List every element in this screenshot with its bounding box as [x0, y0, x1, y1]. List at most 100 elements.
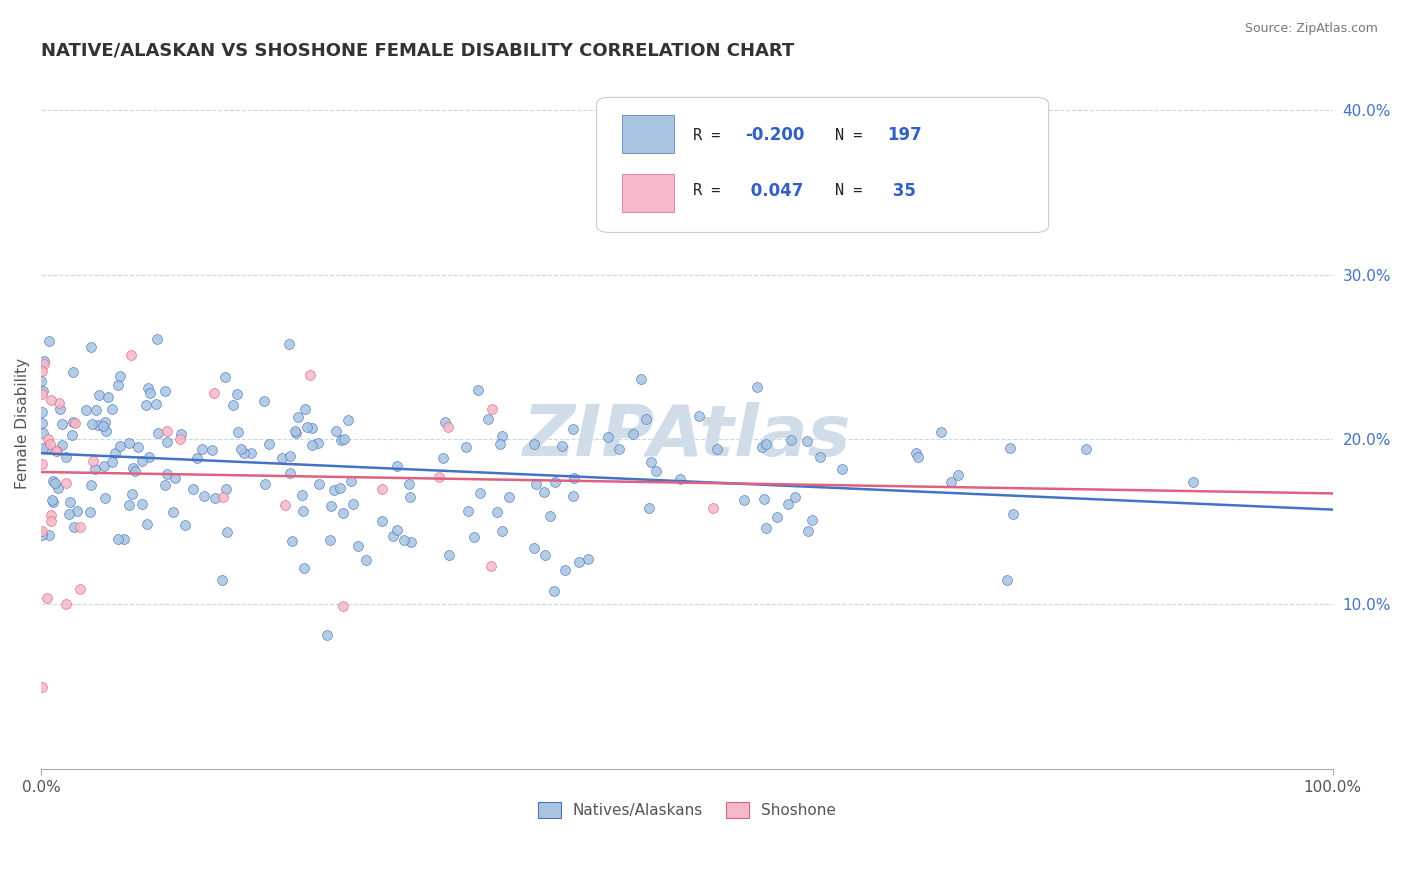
Point [69, 519, 91, 533]
Point [32, 441, 55, 455]
Point [104, 446, 127, 460]
Point [124, 464, 146, 478]
Point [51, 438, 73, 452]
Text: Source: ZipAtlas.com: Source: ZipAtlas.com [1244, 22, 1378, 36]
Point [58, 495, 80, 509]
Point [561, 422, 583, 436]
Point [278, 467, 301, 481]
Point [120, 347, 142, 361]
Point [225, 387, 247, 401]
Point [165, 470, 187, 484]
Point [181, 483, 204, 497]
Point [831, 461, 853, 475]
Point [32, 425, 55, 440]
Point [79, 505, 101, 519]
Point [32, 384, 55, 399]
Point [398, 476, 420, 491]
Text: R =: R = [693, 184, 730, 198]
Point [108, 368, 131, 383]
Point [800, 513, 823, 527]
Point [155, 384, 177, 398]
Point [598, 430, 620, 444]
Point [644, 464, 666, 478]
Point [217, 525, 239, 540]
FancyBboxPatch shape [623, 115, 673, 153]
Point [371, 482, 394, 496]
Point [929, 425, 952, 439]
Point [101, 455, 124, 469]
Point [39, 508, 62, 522]
Point [156, 424, 179, 438]
Point [30, 374, 52, 388]
Point [31, 405, 53, 419]
Point [333, 433, 356, 447]
Point [491, 428, 513, 442]
Point [543, 584, 565, 599]
Point [232, 446, 254, 460]
Point [138, 450, 160, 465]
Point [135, 398, 157, 412]
Point [550, 438, 572, 452]
Text: -0.200: -0.200 [745, 127, 804, 145]
Point [319, 533, 342, 547]
Point [34, 353, 56, 368]
Point [31, 416, 53, 430]
Point [41, 515, 63, 529]
Point [533, 548, 555, 562]
Point [733, 493, 755, 508]
Point [706, 442, 728, 456]
Point [32, 357, 55, 371]
Point [46, 443, 69, 458]
Point [498, 490, 520, 504]
Point [204, 491, 226, 506]
Point [576, 552, 599, 566]
Point [316, 627, 339, 641]
Point [301, 437, 323, 451]
Point [240, 446, 263, 460]
Point [226, 425, 249, 440]
Point [108, 439, 131, 453]
Point [544, 475, 567, 490]
Point [354, 553, 377, 567]
Point [1182, 475, 1205, 489]
Point [747, 379, 769, 393]
Point [60, 428, 83, 442]
Point [284, 426, 307, 441]
FancyBboxPatch shape [596, 97, 1049, 233]
Point [46, 481, 69, 495]
Point [399, 491, 422, 505]
Point [307, 435, 329, 450]
Point [669, 472, 692, 486]
Point [336, 413, 359, 427]
Point [253, 394, 276, 409]
Point [58, 508, 80, 522]
Point [63, 520, 86, 534]
Point [427, 470, 450, 484]
Point [156, 467, 179, 481]
Point [48, 395, 70, 409]
Point [121, 486, 143, 500]
Point [136, 517, 159, 532]
Point [755, 437, 778, 451]
Text: ZIPAtlas: ZIPAtlas [523, 402, 851, 471]
Point [146, 425, 169, 440]
Point [371, 514, 394, 528]
Point [433, 415, 456, 429]
Point [211, 573, 233, 587]
Point [162, 506, 184, 520]
Point [100, 401, 122, 416]
Point [41, 493, 63, 508]
Point [69, 582, 91, 596]
Point [215, 483, 238, 497]
Point [55, 476, 77, 491]
Legend: Natives/Alaskans, Shoshone: Natives/Alaskans, Shoshone [531, 796, 842, 824]
Text: 35: 35 [887, 182, 917, 200]
Point [93, 458, 115, 473]
Point [524, 477, 547, 491]
Point [381, 528, 404, 542]
Text: N =: N = [835, 184, 872, 198]
Point [31, 364, 53, 378]
Point [904, 446, 927, 460]
Point [280, 449, 302, 463]
Point [481, 402, 503, 417]
